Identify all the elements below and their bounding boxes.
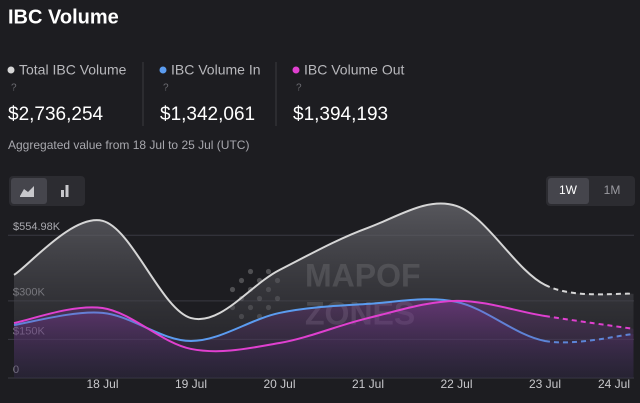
legend-dot [292,66,300,74]
note: Aggregated value from 18 Jul to 25 Jul (… [8,138,249,152]
watermark-dot [265,268,272,275]
bar-icon [61,185,69,197]
area [14,300,634,378]
x-tick-label: 22 Jul [440,377,472,391]
help-icon[interactable]: ? [11,83,17,94]
line [13,299,634,353]
area-icon [20,186,34,197]
legend-dot [159,66,167,74]
legend-dot [7,66,15,74]
help-icon[interactable]: ? [163,83,169,94]
period-label: 1W [559,183,578,197]
watermark-dot [229,286,236,293]
stat-label: IBC Volume Out [304,62,404,78]
watermark-dot [247,268,254,275]
stat-label: Total IBC Volume [19,62,127,78]
x-tick-label: 23 Jul [529,377,561,391]
stat-value: $1,342,061 [160,104,255,125]
x-tick-label: 20 Jul [263,377,295,391]
x-tick-label: 19 Jul [175,377,207,391]
watermark-dot [238,277,245,284]
x-tick-label: 21 Jul [352,377,384,391]
help-icon[interactable]: ? [296,83,302,94]
stat-label: IBC Volume In [171,62,261,78]
x-tick-label: 18 Jul [86,377,118,391]
line [13,202,634,321]
period-button[interactable] [591,178,633,204]
title: IBC Volume [8,6,119,28]
stat-value: $2,736,254 [8,104,104,125]
x-tick-label: 24 Jul [598,377,630,391]
stat-value: $1,394,193 [293,104,388,125]
period-label: 1M [604,183,621,197]
period-button[interactable] [548,178,589,204]
y-tick-label: $554.98K [13,221,61,233]
